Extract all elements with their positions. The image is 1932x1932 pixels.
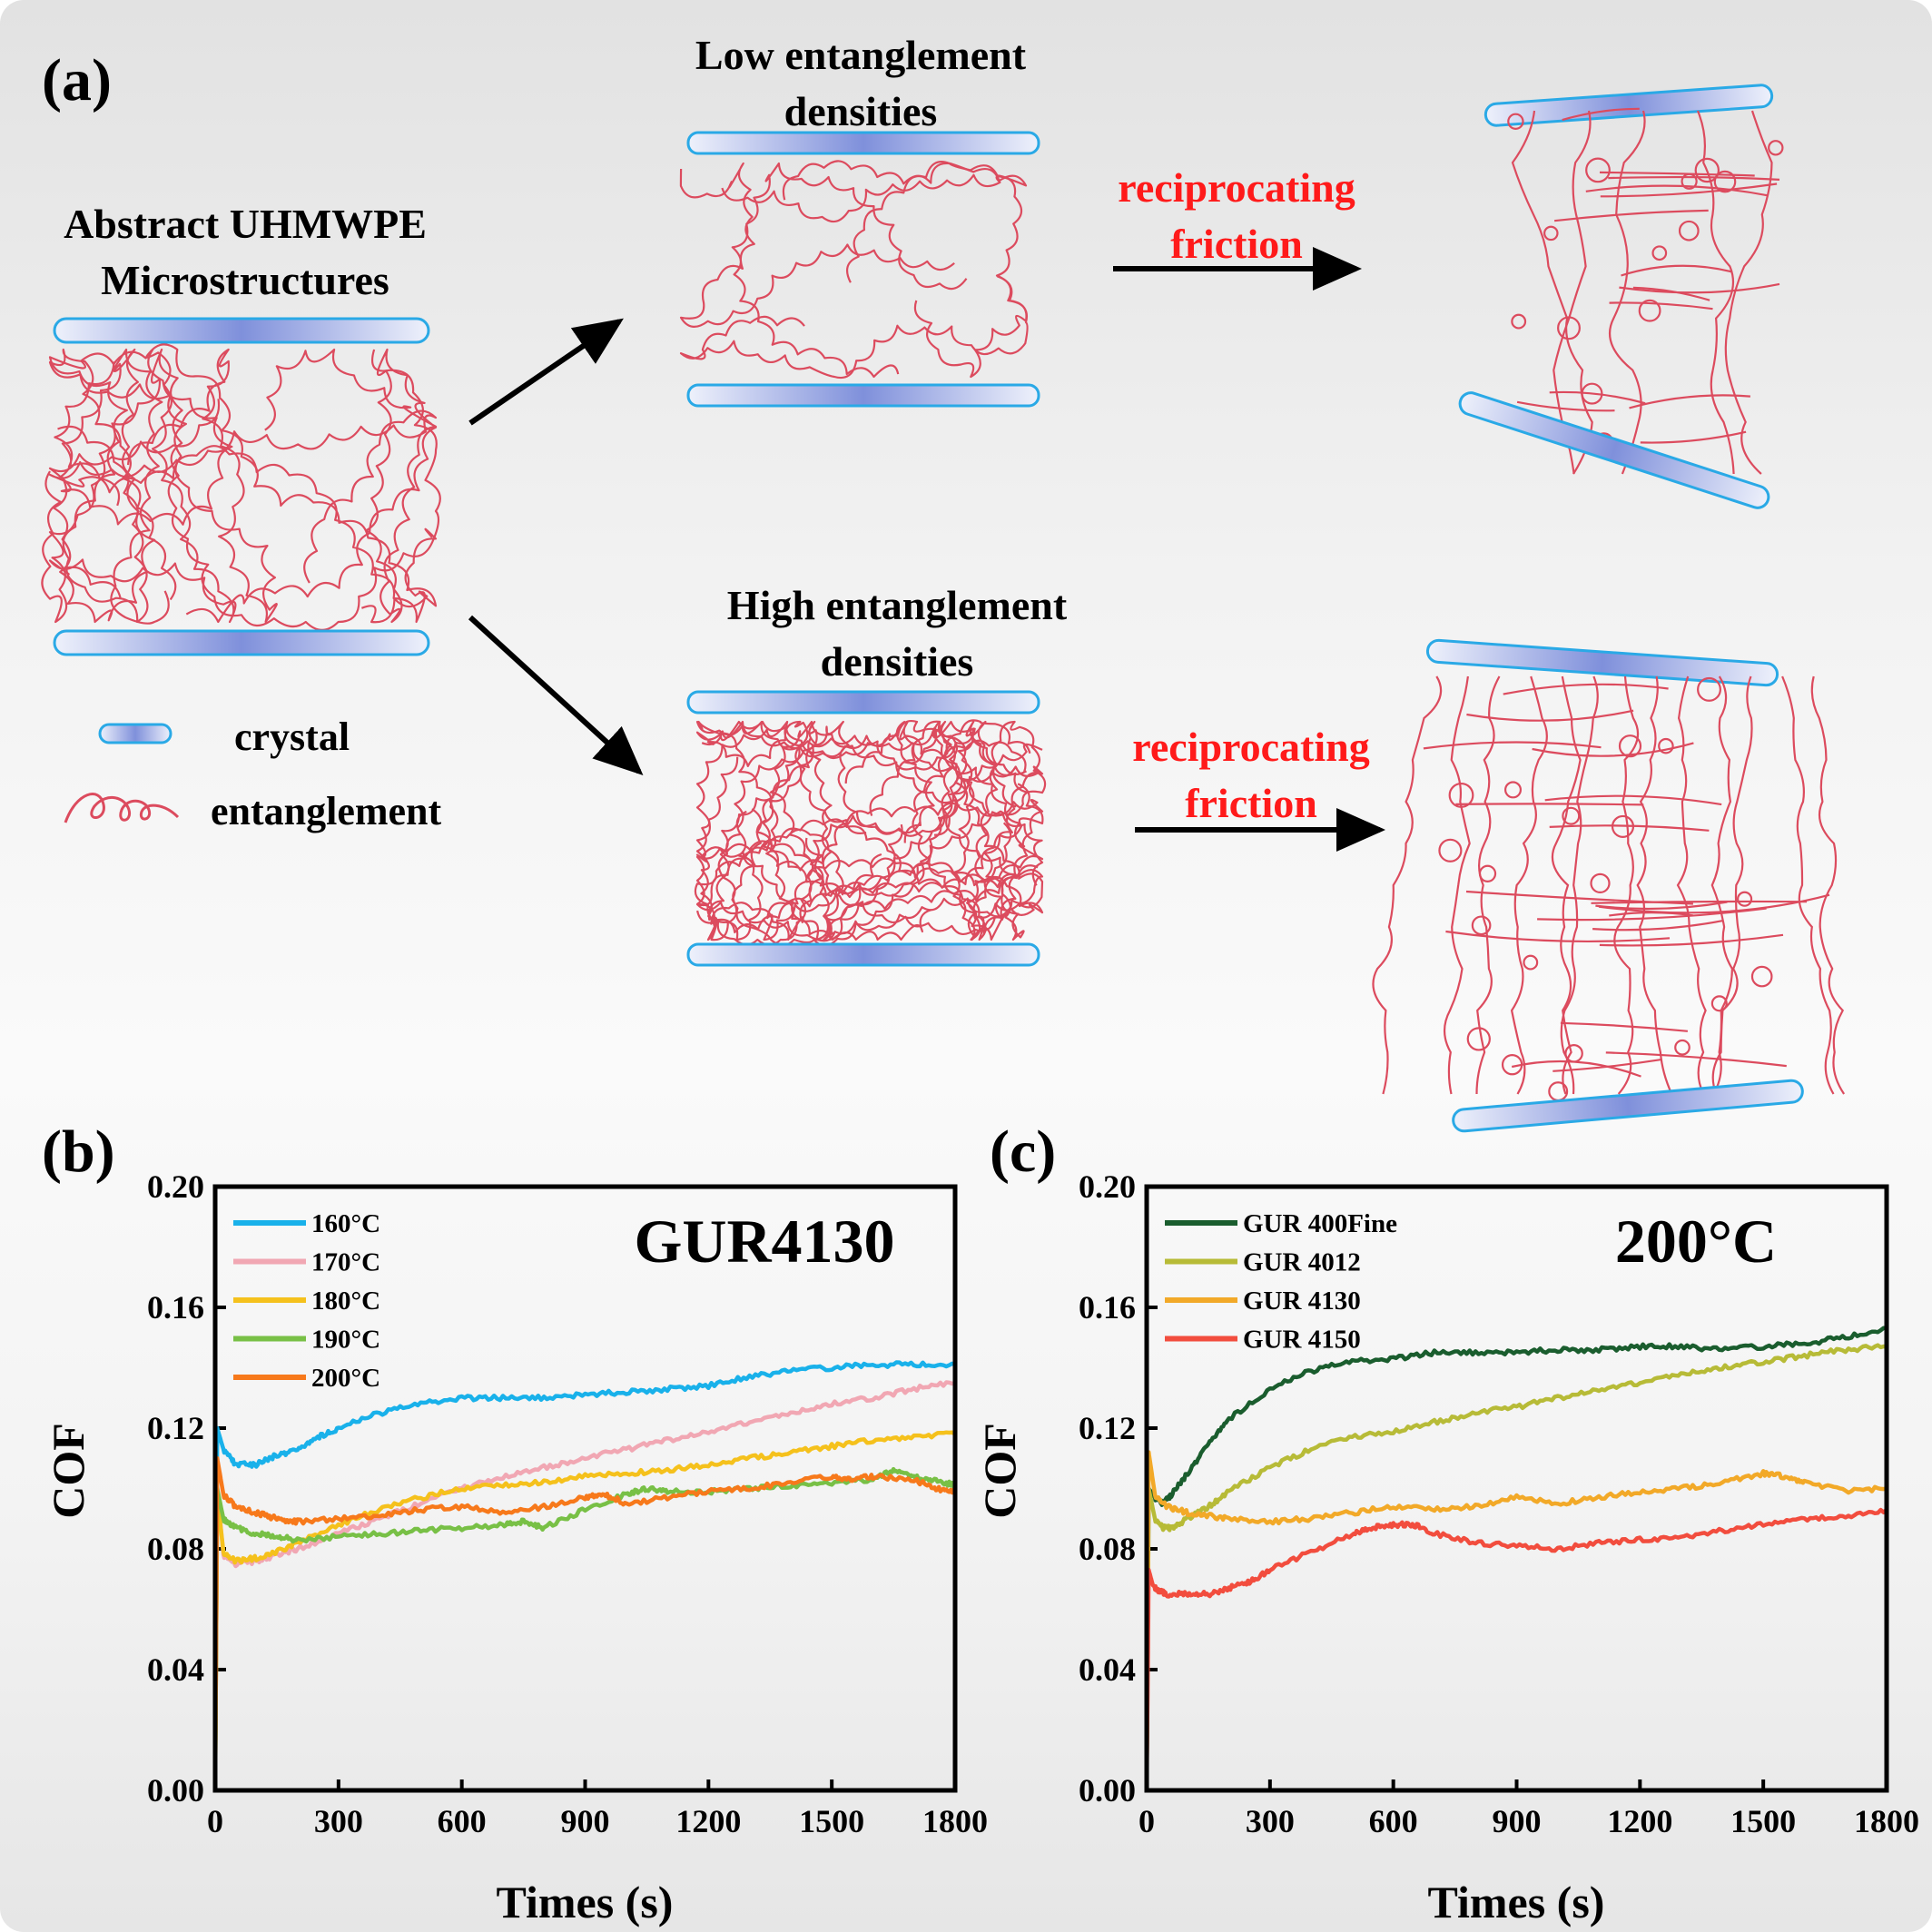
chart-b-ylabel: COF xyxy=(43,1423,94,1519)
high-crystal-top xyxy=(686,690,1040,715)
chart-b-frame xyxy=(212,1184,958,1793)
panel-a-label: (a) xyxy=(42,47,112,113)
chart-c-annotation: 200°C xyxy=(1615,1207,1777,1276)
low-entanglement xyxy=(679,160,1029,380)
chart-c-legend-label: GUR 4150 xyxy=(1243,1326,1361,1355)
high-entanglement xyxy=(694,719,1047,947)
low-process-line2: friction xyxy=(1170,221,1303,267)
chart-c-ylabel: COF xyxy=(974,1423,1025,1519)
chart-b-series-line xyxy=(212,1430,957,1791)
arrow-to-low xyxy=(468,318,624,426)
chart-c-xtick-label: 1800 xyxy=(1854,1803,1919,1839)
low-title-line2: densities xyxy=(784,88,938,134)
chart-b-ytick-label: 0.16 xyxy=(147,1289,204,1326)
chart-c-ytick-label: 0.16 xyxy=(1079,1289,1136,1326)
chart-b-xtick-label: 0 xyxy=(207,1803,223,1839)
chart-c-series-line xyxy=(1144,1326,1888,1791)
chart-b-ytick-label: 0.04 xyxy=(147,1651,204,1688)
low-process-line1: reciprocating xyxy=(1118,164,1355,211)
source-title-line2: Microstructures xyxy=(101,257,389,303)
low-title-line1: Low entanglement xyxy=(695,32,1027,78)
chart-c-xtick-label: 0 xyxy=(1138,1803,1155,1839)
low-crystal-top xyxy=(686,131,1040,155)
panel-b-label: (b) xyxy=(42,1119,115,1185)
chart-b-legend-label: 180°C xyxy=(311,1286,380,1316)
chart-b-annotation: GUR4130 xyxy=(634,1207,894,1276)
low-stretched-entanglement xyxy=(1507,107,1784,475)
high-stretched-entanglement xyxy=(1372,675,1846,1102)
chart-c-legend-label: GUR 4130 xyxy=(1243,1286,1361,1316)
chart-c-legend-label: GUR 400Fine xyxy=(1243,1209,1397,1238)
chart-c-legend-label: GUR 4012 xyxy=(1243,1248,1361,1277)
chart-c-xtick-label: 1500 xyxy=(1730,1803,1796,1839)
chart-c-ytick-label: 0.08 xyxy=(1079,1531,1136,1567)
panel-c: (c) COF Times (s) 0 300 600 900 1200 1500 1800… xyxy=(974,1119,1919,1927)
legend-entanglement-swatch xyxy=(64,793,180,823)
chart-c-xlabel: Times (s) xyxy=(1428,1877,1605,1927)
chart-b-ytick-label: 0.08 xyxy=(147,1531,204,1567)
panel-a: (a) Abstract UHMWPE Microstructures Low … xyxy=(41,32,1846,1133)
chart-b-legend-label: 170°C xyxy=(311,1248,380,1277)
chart-b-series-line xyxy=(212,1456,957,1791)
chart-b: 0 300 600 900 1200 1500 1800 0.00 0.04 0.08 0.12 0.… xyxy=(147,1168,988,1839)
high-process-line1: reciprocating xyxy=(1132,724,1369,770)
source-title-line1: Abstract UHMWPE xyxy=(64,201,427,247)
chart-b-xtick-label: 1200 xyxy=(675,1803,741,1839)
chart-b-xtick-label: 900 xyxy=(561,1803,610,1839)
chart-b-xlabel: Times (s) xyxy=(497,1877,674,1927)
chart-b-series-line xyxy=(212,1360,956,1791)
panel-b: (b) COF Times (s) 0 300 600 900 1200 1500 1800… xyxy=(42,1119,988,1927)
chart-b-legend-label: 190°C xyxy=(311,1326,380,1355)
chart-c-frame xyxy=(1144,1184,1889,1793)
chart-c-ytick-label: 0.20 xyxy=(1079,1168,1136,1205)
high-title-line2: densities xyxy=(821,638,974,685)
high-title-line1: High entanglement xyxy=(727,582,1068,628)
legend-crystal-label: crystal xyxy=(234,715,350,759)
chart-c-xtick-label: 300 xyxy=(1246,1803,1295,1839)
chart-c-ytick-label: 0.00 xyxy=(1079,1772,1136,1809)
chart-c-series-line xyxy=(1144,1343,1888,1791)
chart-b-ytick-label: 0.12 xyxy=(147,1410,204,1446)
chart-c-series-line xyxy=(1144,1450,1888,1791)
source-entanglement xyxy=(41,343,441,631)
source-crystal-bottom xyxy=(53,629,430,656)
chart-b-ytick-label: 0.20 xyxy=(147,1168,204,1205)
chart-c-ytick-label: 0.04 xyxy=(1079,1651,1136,1688)
chart-c-series-line xyxy=(1144,1507,1888,1791)
chart-b-legend-label: 200°C xyxy=(311,1364,380,1393)
chart-c: 0 300 600 900 1200 1500 1800 0.00 0.04 0.08 0.12 0.… xyxy=(1079,1168,1919,1839)
high-stretched-crystal-bottom xyxy=(1452,1079,1804,1133)
high-crystal-bottom xyxy=(686,942,1040,967)
chart-c-xtick-label: 1200 xyxy=(1607,1803,1672,1839)
arrow-to-high xyxy=(468,615,644,776)
chart-b-xtick-label: 300 xyxy=(314,1803,363,1839)
chart-b-xtick-label: 1800 xyxy=(922,1803,988,1839)
chart-b-series-line xyxy=(212,1466,957,1791)
chart-c-xtick-label: 600 xyxy=(1369,1803,1418,1839)
legend-crystal-swatch xyxy=(98,723,172,744)
low-stretched-crystal-bottom xyxy=(1458,391,1770,509)
chart-c-ytick-label: 0.12 xyxy=(1079,1410,1136,1446)
low-stretched-crystal-top xyxy=(1484,84,1774,127)
chart-b-xtick-label: 1500 xyxy=(799,1803,864,1839)
low-crystal-bottom xyxy=(686,383,1040,408)
high-process-line2: friction xyxy=(1185,780,1317,826)
panel-c-label: (c) xyxy=(990,1119,1056,1185)
chart-b-ytick-label: 0.00 xyxy=(147,1772,204,1809)
chart-c-xtick-label: 900 xyxy=(1493,1803,1542,1839)
source-crystal-top xyxy=(53,317,430,344)
legend-entanglement-label: entanglement xyxy=(211,789,442,833)
chart-b-xtick-label: 600 xyxy=(438,1803,487,1839)
chart-b-legend-label: 160°C xyxy=(311,1209,380,1238)
high-stretched-crystal-top xyxy=(1425,638,1779,687)
